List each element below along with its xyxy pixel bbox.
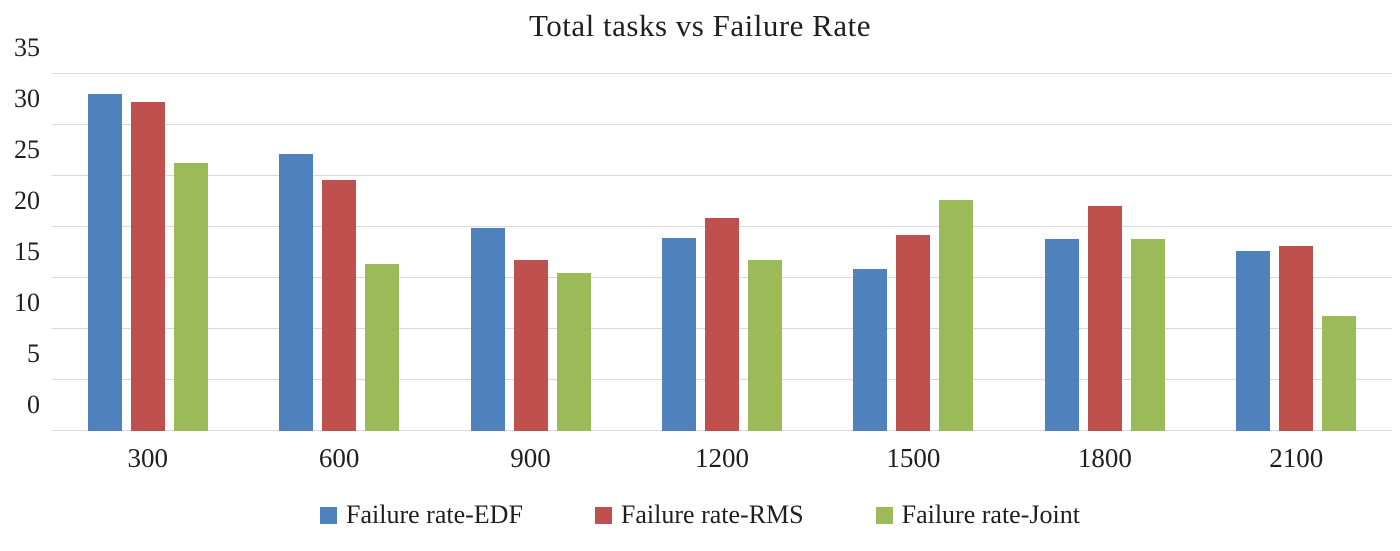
bar-group-600 bbox=[279, 74, 400, 431]
y-tick-label: 10 bbox=[14, 288, 40, 317]
legend-entry-failure-rate-rms: Failure rate-RMS bbox=[594, 500, 804, 530]
bar-group-900 bbox=[470, 74, 591, 431]
bar-failure-rate-rms-1500 bbox=[896, 235, 931, 431]
bar-failure-rate-joint-1200 bbox=[747, 259, 782, 431]
bar-failure-rate-rms-900 bbox=[513, 259, 548, 431]
x-tick-label-1800: 1800 bbox=[1077, 443, 1132, 473]
bar-group-1500 bbox=[853, 74, 974, 431]
y-tick-label: 15 bbox=[14, 237, 40, 266]
bar-group-1200 bbox=[661, 74, 782, 431]
legend-label: Failure rate-RMS bbox=[620, 500, 804, 529]
bar-failure-rate-edf-300 bbox=[87, 94, 122, 431]
plot-area bbox=[52, 73, 1392, 431]
bar-failure-rate-joint-300 bbox=[173, 162, 208, 431]
x-tick-label-2100: 2100 bbox=[1269, 443, 1324, 473]
legend-swatch-icon bbox=[875, 506, 893, 524]
x-tick-label-1200: 1200 bbox=[694, 443, 749, 473]
y-tick-label: 30 bbox=[14, 84, 40, 113]
bar-failure-rate-rms-1800 bbox=[1087, 205, 1122, 431]
chart-title: Total tasks vs Failure Rate bbox=[529, 8, 871, 43]
x-tick-label-900: 900 bbox=[510, 443, 551, 473]
gridline bbox=[52, 175, 1392, 176]
y-axis: 0 5 10 15 20 25 30 35 bbox=[0, 35, 52, 431]
x-axis: 300 600 900 1200 1500 1800 2100 bbox=[52, 443, 1392, 474]
bar-failure-rate-joint-2100 bbox=[1322, 315, 1357, 431]
y-tick-label: 5 bbox=[27, 339, 40, 368]
legend-swatch-icon bbox=[594, 506, 612, 524]
legend-entry-failure-rate-edf: Failure rate-EDF bbox=[320, 500, 523, 530]
bar-failure-rate-rms-2100 bbox=[1279, 246, 1314, 431]
x-tick-label-600: 600 bbox=[318, 443, 360, 473]
bar-failure-rate-edf-900 bbox=[470, 228, 505, 431]
bar-failure-rate-rms-600 bbox=[322, 180, 357, 431]
y-tick-label: 25 bbox=[14, 135, 40, 164]
legend-entry-failure-rate-joint: Failure rate-Joint bbox=[875, 500, 1080, 530]
bar-failure-rate-edf-1500 bbox=[853, 268, 888, 431]
legend: Failure rate-EDF Failure rate-RMS Failure … bbox=[0, 500, 1400, 530]
bar-failure-rate-rms-300 bbox=[130, 101, 165, 431]
x-tick-label-1500: 1500 bbox=[886, 443, 941, 473]
legend-swatch-icon bbox=[320, 506, 338, 524]
y-tick-label: 0 bbox=[27, 390, 40, 419]
bar-groups-layer bbox=[52, 74, 1392, 431]
bar-failure-rate-rms-1200 bbox=[704, 217, 739, 431]
bar-failure-rate-edf-2100 bbox=[1236, 251, 1271, 431]
bar-failure-rate-edf-1800 bbox=[1044, 239, 1079, 431]
plot-row: 0 5 10 15 20 25 30 35 bbox=[0, 35, 1400, 431]
bar-failure-rate-joint-900 bbox=[556, 272, 591, 431]
bar-failure-rate-joint-1500 bbox=[939, 200, 974, 431]
bar-failure-rate-joint-1800 bbox=[1130, 239, 1165, 431]
bar-group-300 bbox=[87, 74, 208, 431]
x-tick-label-300: 300 bbox=[127, 443, 168, 473]
bar-failure-rate-edf-1200 bbox=[661, 238, 696, 431]
y-tick-label: 35 bbox=[14, 33, 40, 62]
bar-failure-rate-joint-600 bbox=[365, 263, 400, 431]
bar-group-2100 bbox=[1236, 74, 1357, 431]
bar-failure-rate-edf-600 bbox=[279, 153, 314, 431]
bar-group-1800 bbox=[1044, 74, 1165, 431]
legend-label: Failure rate-EDF bbox=[346, 500, 523, 529]
legend-label: Failure rate-Joint bbox=[901, 500, 1080, 529]
gridline bbox=[52, 124, 1392, 125]
y-tick-label: 20 bbox=[14, 186, 40, 215]
gridline bbox=[52, 73, 1392, 74]
